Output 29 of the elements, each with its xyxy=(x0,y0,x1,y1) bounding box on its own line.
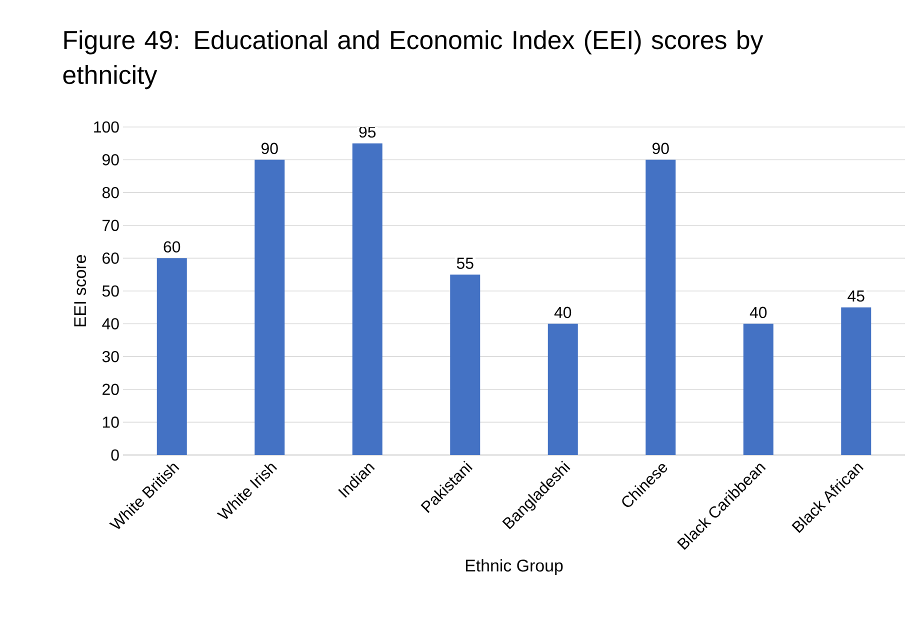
y-tick-label: 10 xyxy=(102,416,119,428)
bar xyxy=(156,258,187,455)
bar xyxy=(646,160,676,455)
y-tick-label: 50 xyxy=(102,285,119,297)
y-tick-label: 60 xyxy=(102,252,119,264)
data-label: 90 xyxy=(652,142,669,154)
y-tick-label: 20 xyxy=(102,384,119,396)
bar xyxy=(841,307,872,455)
bar xyxy=(352,143,382,455)
y-tick-label: 90 xyxy=(102,154,119,166)
data-label: 45 xyxy=(848,290,864,302)
y-tick-label: 0 xyxy=(111,449,119,461)
bar xyxy=(254,160,285,455)
data-label: 40 xyxy=(554,306,572,318)
data-label: 55 xyxy=(456,258,474,269)
y-tick-label: 100 xyxy=(94,121,119,133)
data-label: 40 xyxy=(750,306,767,318)
bar xyxy=(450,274,480,455)
bar xyxy=(743,324,774,455)
x-axis-title: Ethnic Group xyxy=(466,559,563,575)
y-tick-label: 70 xyxy=(102,220,119,232)
bar xyxy=(548,324,578,455)
data-label: 90 xyxy=(262,142,278,154)
y-tick-label: 80 xyxy=(102,186,119,198)
y-tick-label: 40 xyxy=(102,318,119,330)
y-axis-title: EEI score xyxy=(74,255,86,326)
data-label: 60 xyxy=(164,241,180,252)
chart-title: Figure 49: Educational and Economic Index (EEI) scores by ethnicity xyxy=(63,30,764,90)
y-tick-label: 30 xyxy=(102,350,119,362)
